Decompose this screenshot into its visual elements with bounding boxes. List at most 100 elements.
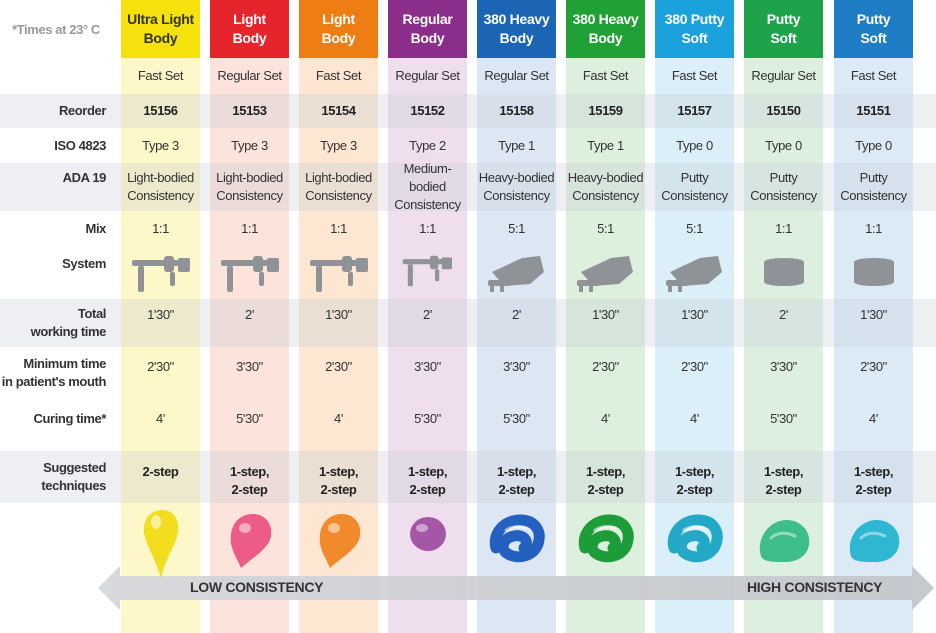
- cell-iso: Type 1: [498, 137, 535, 153]
- dispenser-gun-icon: [310, 256, 368, 292]
- cell-minimum: 2'30": [681, 359, 708, 374]
- cell-ada-text: Light-bodied Consistency: [216, 169, 283, 205]
- cell-set: Fast Set: [582, 68, 629, 83]
- low-consistency-label: LOW CONSISTENCY: [190, 579, 324, 595]
- cartridge-icon: [577, 256, 633, 292]
- cell-technique: 1-step, 2-step: [210, 451, 289, 503]
- row-band: [0, 94, 936, 128]
- cell-ada: Light-bodied Consistency: [210, 163, 289, 211]
- row-label-line: techniques: [41, 478, 106, 493]
- cell-mix: 5:1: [597, 221, 614, 236]
- material-swirl-icon: [667, 514, 723, 563]
- row-label-line: Minimum time: [23, 356, 106, 371]
- row-band: [0, 451, 936, 503]
- row-label-system: System: [0, 247, 106, 281]
- material-drop-icon: [319, 514, 361, 568]
- cell-technique-text: 2-step: [143, 463, 179, 481]
- row-label-line: Reorder: [58, 103, 106, 118]
- row-label-mix: Mix: [0, 211, 107, 247]
- row-label-minimum: Minimum time in patient's mouth: [0, 347, 107, 399]
- cell-iso: Type 0: [676, 137, 713, 153]
- cell-technique-line: 1-step,: [763, 464, 804, 479]
- column-header: Light Body: [210, 0, 289, 58]
- column-header-title: Putty Soft: [767, 10, 801, 48]
- cell-set: Fast Set: [671, 68, 718, 83]
- column-header-line: Body: [232, 30, 267, 46]
- material-drop-icon: [230, 514, 272, 568]
- cell-mix: 1:1: [241, 221, 258, 236]
- cell-ada-line: Putty: [680, 170, 709, 185]
- column-header-line: 380 Heavy: [483, 11, 550, 27]
- cell-reorder: 15157: [677, 103, 712, 118]
- material-blob-icon: [410, 517, 446, 551]
- cell-curing: 4': [869, 411, 878, 426]
- cell-minimum: 2'30": [592, 359, 619, 374]
- cell-minimum: 3'30": [414, 359, 441, 374]
- column-header-line: Putty: [856, 11, 891, 27]
- cell-set: Regular Set: [217, 68, 282, 83]
- cell-ada-line: Light-bodied: [305, 170, 372, 185]
- cell-ada: Putty Consistency: [834, 163, 913, 211]
- column-header-line: Soft: [770, 30, 797, 46]
- column-header: Putty Soft: [744, 0, 823, 58]
- jar-icon: [854, 258, 894, 286]
- cell-set: Fast Set: [850, 68, 897, 83]
- cell-reorder: 15159: [588, 103, 623, 118]
- cell-total: 1'30": [592, 307, 619, 322]
- row-label-suggested: Suggested techniques: [0, 451, 106, 503]
- cell-technique-line: 1-step,: [496, 464, 537, 479]
- cell-ada: Medium-bodied Consistency: [388, 160, 467, 214]
- column-header-line: Light: [233, 11, 266, 27]
- cell-ada-text: Medium-bodied Consistency: [388, 160, 467, 214]
- cell-technique-text: 1-step, 2-step: [675, 463, 715, 499]
- column-header-line: Body: [321, 30, 356, 46]
- cell-ada-text: Putty Consistency: [750, 169, 817, 205]
- column-header-title: Regular Body: [402, 10, 452, 48]
- material-swirl-icon: [489, 514, 545, 563]
- material-putty-icon: [759, 519, 810, 562]
- jar-icon: [764, 258, 804, 286]
- row-label-total: Total working time: [0, 299, 107, 347]
- cell-ada-line: Putty: [859, 170, 888, 185]
- cell-iso: Type 1: [587, 137, 624, 153]
- row-label-line: Mix: [85, 221, 107, 236]
- cell-iso: Type 0: [765, 137, 802, 153]
- cell-technique-line: 2-step: [142, 464, 179, 479]
- cell-curing: 4': [156, 411, 165, 426]
- cell-technique-line: 1-step,: [853, 464, 894, 479]
- column-header: Putty Soft: [834, 0, 913, 58]
- column-header-line: Ultra Light: [127, 11, 194, 27]
- cell-iso: Type 3: [320, 137, 357, 153]
- column-header: Regular Body: [388, 0, 467, 58]
- cell-technique: 2-step: [121, 451, 200, 503]
- cell-mix: 1:1: [419, 221, 436, 236]
- cell-technique: 1-step, 2-step: [744, 451, 823, 503]
- row-label-ada: ADA 19: [0, 163, 107, 193]
- cartridge-icon: [488, 256, 544, 292]
- cell-technique-line: 2-step: [498, 482, 535, 497]
- dispenser-gun-icon: [132, 256, 190, 292]
- column-header: 380 Heavy Body: [477, 0, 556, 58]
- cell-reorder: 15153: [232, 103, 267, 118]
- column-header-line: 380 Heavy: [572, 11, 639, 27]
- cell-reorder: 15150: [766, 103, 801, 118]
- row-label-line: working time: [30, 324, 107, 339]
- column-header: Light Body: [299, 0, 378, 58]
- cell-set: Fast Set: [315, 68, 362, 83]
- times-note: *Times at 23° C: [12, 21, 100, 37]
- cell-ada-line: Consistency: [661, 188, 728, 203]
- cell-ada-line: Light-bodied: [216, 170, 283, 185]
- cell-total: 1'30": [147, 307, 174, 322]
- cell-mix: 1:1: [152, 221, 169, 236]
- cell-reorder: 15152: [410, 103, 445, 118]
- cell-technique: 1-step, 2-step: [566, 451, 645, 503]
- row-label-line: in patient's mouth: [1, 374, 107, 389]
- consistency-arrow: [98, 566, 934, 610]
- cell-technique-text: 1-step, 2-step: [319, 463, 359, 499]
- cell-ada-line: Medium-bodied: [403, 161, 452, 194]
- column-header-line: Regular: [402, 11, 453, 27]
- cell-ada-text: Putty Consistency: [840, 169, 907, 205]
- cartridge-icon: [666, 256, 722, 292]
- cell-mix: 1:1: [775, 221, 792, 236]
